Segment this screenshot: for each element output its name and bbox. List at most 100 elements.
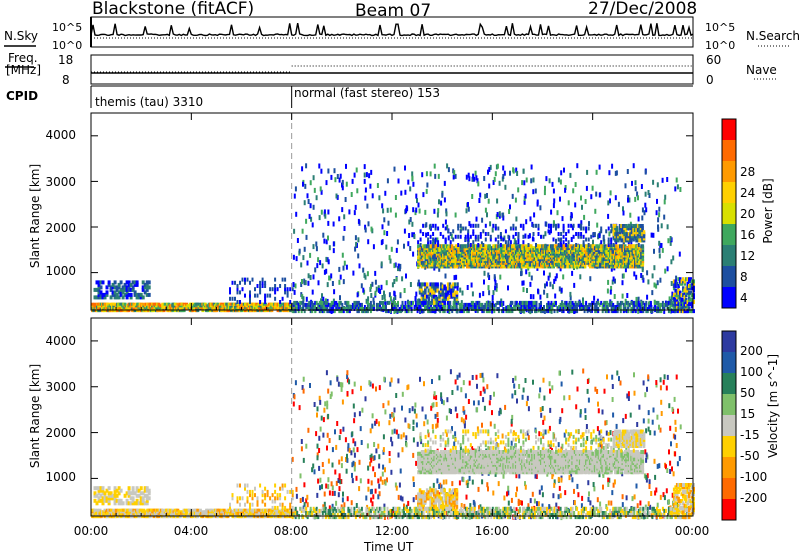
- data-cell: [624, 298, 627, 304]
- data-cell: [225, 304, 229, 308]
- data-cell: [639, 305, 642, 309]
- data-cell: [406, 305, 408, 309]
- data-cell: [127, 287, 131, 292]
- data-cell: [642, 309, 645, 314]
- data-cell: [421, 172, 424, 178]
- data-cell: [580, 302, 583, 307]
- data-cell: [461, 305, 464, 309]
- data-cell: [564, 300, 567, 305]
- data-cell: [528, 305, 530, 309]
- data-cell: [241, 277, 244, 282]
- data-cell: [518, 309, 521, 314]
- data-cell: [383, 230, 386, 236]
- data-cell: [103, 295, 107, 300]
- data-cell: [637, 305, 640, 309]
- data-cell: [607, 200, 610, 206]
- data-cell: [657, 309, 660, 314]
- data-cell: [482, 305, 485, 309]
- data-cell: [643, 302, 646, 307]
- data-cell: [259, 287, 262, 292]
- data-cell: [559, 307, 562, 311]
- data-cell: [559, 196, 561, 202]
- data-cell: [191, 305, 195, 309]
- data-cell: [572, 223, 575, 228]
- data-cell: [276, 304, 280, 308]
- data-cell: [366, 203, 369, 209]
- velocity-cb-tick: 15: [740, 407, 756, 421]
- data-cell: [487, 272, 490, 278]
- data-cell: [141, 287, 145, 292]
- data-cell: [621, 280, 624, 286]
- data-cell: [449, 240, 452, 245]
- data-cell: [627, 197, 629, 203]
- data-cell: [496, 212, 499, 217]
- data-cell: [157, 309, 161, 313]
- data-cell: [600, 300, 603, 305]
- data-cell: [412, 251, 415, 257]
- data-cell: [469, 234, 472, 239]
- data-cell: [191, 302, 195, 306]
- data-cell: [571, 300, 574, 305]
- data-cell: [404, 309, 407, 314]
- data-cell: [261, 280, 264, 285]
- data-cell: [381, 224, 384, 230]
- data-cell: [570, 213, 573, 219]
- data-cell: [565, 305, 568, 309]
- data-cell: [411, 232, 414, 238]
- data-cell: [370, 169, 373, 175]
- cpid-label: CPID: [6, 89, 39, 103]
- data-cell: [555, 238, 557, 244]
- data-cell: [547, 305, 550, 309]
- data-cell: [540, 300, 542, 305]
- data-cell: [493, 307, 496, 311]
- station-title: Blackstone (fitACF): [92, 0, 255, 19]
- data-cell: [430, 309, 433, 314]
- data-cell: [427, 244, 430, 249]
- data-cell: [640, 273, 643, 278]
- data-cell: [274, 290, 277, 295]
- data-cell: [126, 305, 130, 309]
- data-cell: [509, 309, 512, 314]
- data-cell: [411, 176, 414, 182]
- data-cell: [293, 309, 296, 314]
- data-cell: [344, 307, 347, 311]
- data-cell: [317, 302, 320, 307]
- data-cell: [357, 253, 360, 259]
- data-cell: [512, 167, 515, 173]
- data-cell: [264, 280, 267, 285]
- data-cell: [447, 235, 450, 241]
- data-cell: [499, 243, 502, 247]
- data-cell: [637, 296, 640, 302]
- data-cell: [329, 309, 332, 314]
- data-cell: [415, 300, 418, 305]
- data-cell: [574, 305, 577, 309]
- data-cell: [609, 198, 611, 204]
- data-cell: [496, 307, 499, 311]
- data-cell: [654, 305, 657, 309]
- data-cell: [391, 282, 394, 288]
- data-cell: [152, 307, 156, 311]
- data-cell: [304, 280, 307, 286]
- data-cell: [431, 309, 434, 314]
- data-cell: [668, 296, 671, 302]
- data-cell: [229, 296, 231, 301]
- data-cell: [379, 300, 381, 305]
- data-cell: [372, 297, 375, 303]
- data-cell: [135, 292, 139, 297]
- data-cell: [478, 300, 481, 305]
- data-cell: [116, 309, 120, 313]
- data-cell: [641, 267, 644, 273]
- data-cell: [335, 300, 338, 305]
- data-cell: [145, 287, 149, 292]
- data-cell: [176, 305, 180, 309]
- data-cell: [553, 300, 556, 305]
- data-cell: [415, 207, 418, 213]
- velocity-y-tick: 2000: [45, 426, 76, 440]
- data-cell: [127, 282, 131, 287]
- data-cell: [304, 183, 307, 189]
- data-cell: [431, 307, 434, 311]
- data-cell: [539, 205, 542, 211]
- data-cell: [274, 296, 277, 301]
- data-cell: [111, 305, 115, 309]
- data-cell: [537, 232, 540, 236]
